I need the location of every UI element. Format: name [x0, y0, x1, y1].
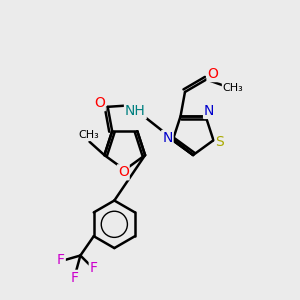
Text: N: N [162, 131, 172, 145]
Text: S: S [216, 135, 224, 149]
Text: CH₃: CH₃ [79, 130, 99, 140]
Text: NH: NH [125, 104, 146, 118]
Text: F: F [70, 271, 78, 285]
Text: O: O [118, 165, 129, 179]
Text: F: F [90, 261, 98, 275]
Text: O: O [208, 67, 218, 81]
Text: N: N [204, 104, 214, 118]
Text: CH₃: CH₃ [223, 82, 244, 92]
Text: F: F [57, 253, 65, 267]
Text: O: O [94, 96, 105, 110]
